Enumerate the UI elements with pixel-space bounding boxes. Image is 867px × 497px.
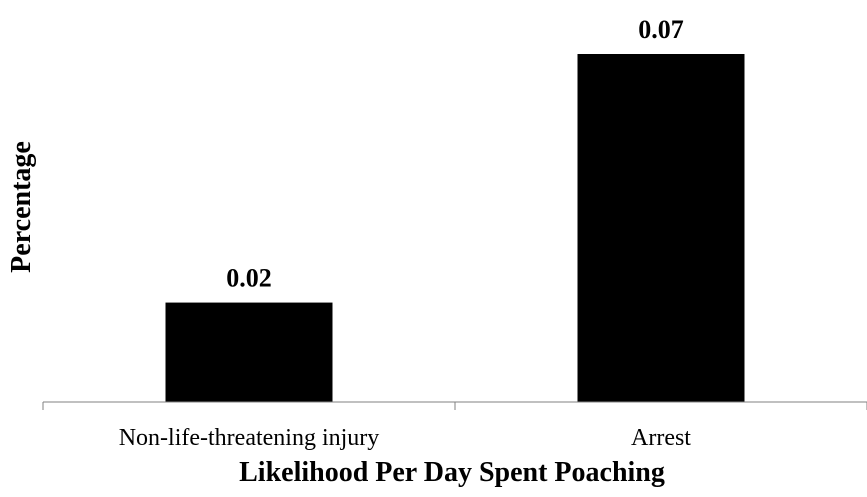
data-label: 0.02 xyxy=(226,264,272,293)
bars-group xyxy=(165,54,745,402)
x-axis-title: Likelihood Per Day Spent Poaching xyxy=(239,457,665,488)
x-tick-labels: Non-life-threatening injury Arrest xyxy=(119,425,692,451)
bar xyxy=(577,54,745,402)
data-label: 0.07 xyxy=(638,15,684,44)
x-tick-label: Non-life-threatening injury xyxy=(119,425,380,451)
bar xyxy=(165,302,333,402)
data-labels-group: 0.02 0.07 xyxy=(226,15,684,293)
x-axis-ticks xyxy=(42,402,867,410)
x-tick-label: Arrest xyxy=(631,425,691,451)
y-axis-title: Percentage xyxy=(6,141,37,273)
